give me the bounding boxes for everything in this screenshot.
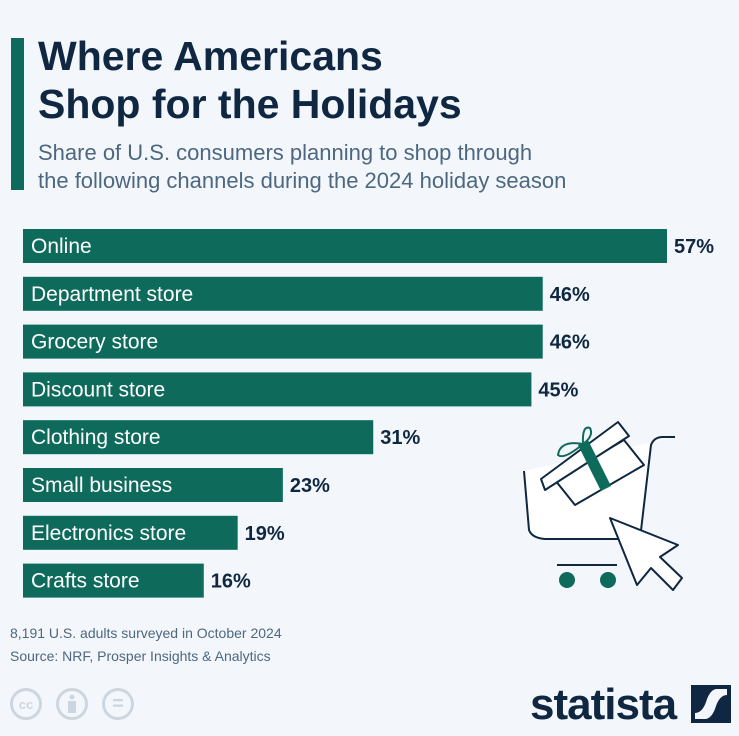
category-label: Discount store xyxy=(31,378,165,401)
cursor-icon xyxy=(609,517,683,591)
source-note: Source: NRF, Prosper Insights & Analytic… xyxy=(10,648,271,664)
category-label: Electronics store xyxy=(31,522,186,545)
category-label: Crafts store xyxy=(31,570,140,593)
category-label: Clothing store xyxy=(31,426,161,449)
bar-2 xyxy=(23,324,543,359)
category-label: Online xyxy=(31,235,92,258)
statista-logo[interactable]: statista xyxy=(530,680,732,730)
value-label: 23% xyxy=(290,475,330,497)
bar-7 xyxy=(23,563,204,598)
bar-1 xyxy=(23,276,543,311)
subtitle-line-2: the following channels during the 2024 h… xyxy=(38,168,567,193)
person-icon xyxy=(68,694,76,713)
title-line-1: Where Americans xyxy=(38,33,383,79)
bar-4 xyxy=(23,420,374,455)
bar-3 xyxy=(23,372,532,407)
value-label: 31% xyxy=(380,427,420,449)
bar-6 xyxy=(23,515,238,550)
attribution-icon[interactable] xyxy=(56,688,88,720)
value-label: 16% xyxy=(211,571,251,593)
shopping-cart-gift-cursor-icon xyxy=(523,421,683,591)
bar-5 xyxy=(23,468,283,502)
bar-0 xyxy=(23,229,667,263)
cc-icon[interactable]: cc xyxy=(10,688,42,720)
value-label: 57% xyxy=(674,236,714,258)
title-line-2: Shop for the Holidays xyxy=(38,81,462,127)
chart-subtitle: Share of U.S. consumers planning to shop… xyxy=(38,139,718,195)
category-label: Department store xyxy=(31,283,193,306)
subtitle-line-1: Share of U.S. consumers planning to shop… xyxy=(38,140,533,165)
no-derivatives-icon[interactable]: = xyxy=(102,688,134,720)
value-label: 19% xyxy=(245,523,285,545)
statista-logo-mark xyxy=(691,685,732,723)
gift-icon xyxy=(540,421,645,506)
cc-icon-text: cc xyxy=(18,696,34,712)
value-label: 46% xyxy=(550,284,590,306)
value-label: 45% xyxy=(538,379,578,401)
category-label: Grocery store xyxy=(31,331,158,354)
equals-icon-text: = xyxy=(112,692,124,715)
survey-note: 8,191 U.S. adults surveyed in October 20… xyxy=(10,625,282,641)
chart-title: Where Americans Shop for the Holidays xyxy=(38,32,718,128)
title-accent-bar xyxy=(11,38,24,190)
category-label: Small business xyxy=(31,474,172,497)
value-label: 46% xyxy=(550,332,590,354)
logo-text: statista xyxy=(530,680,677,729)
